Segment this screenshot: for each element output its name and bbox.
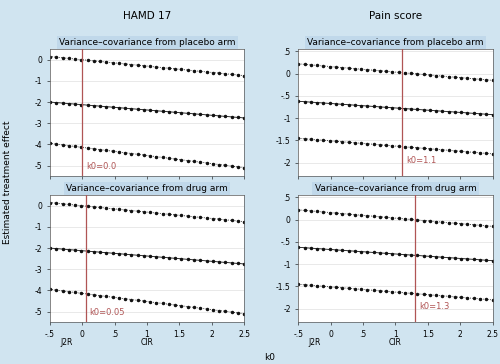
Text: Pain score: Pain score: [369, 11, 422, 21]
Text: Estimated treatment effect: Estimated treatment effect: [3, 120, 12, 244]
Text: k0: k0: [264, 353, 276, 362]
Text: CIR: CIR: [140, 338, 153, 347]
Text: HAMD 17: HAMD 17: [123, 11, 171, 21]
Title: Variance–covariance from placebo arm: Variance–covariance from placebo arm: [59, 38, 236, 47]
Text: CIR: CIR: [389, 338, 402, 347]
Text: k0=1.3: k0=1.3: [419, 302, 449, 311]
Title: Variance–covariance from drug arm: Variance–covariance from drug arm: [314, 184, 476, 193]
Title: Variance–covariance from drug arm: Variance–covariance from drug arm: [66, 184, 228, 193]
Text: k0=0.0: k0=0.0: [86, 162, 117, 171]
Text: k0=0.05: k0=0.05: [90, 308, 125, 317]
Text: J2R: J2R: [60, 338, 72, 347]
Text: k0=1.1: k0=1.1: [406, 156, 436, 165]
Title: Variance–covariance from placebo arm: Variance–covariance from placebo arm: [307, 38, 484, 47]
Text: J2R: J2R: [308, 338, 321, 347]
